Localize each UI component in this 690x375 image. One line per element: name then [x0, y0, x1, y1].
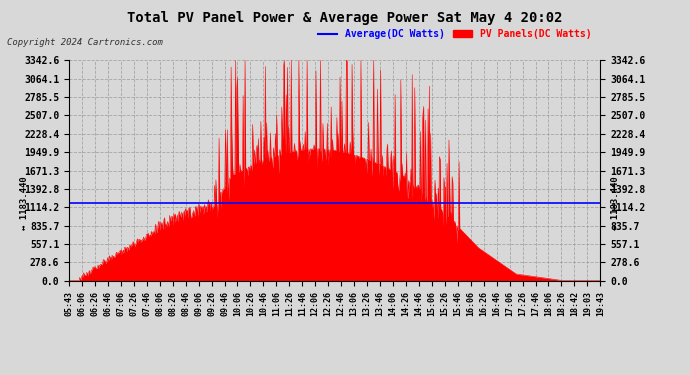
Text: Total PV Panel Power & Average Power Sat May 4 20:02: Total PV Panel Power & Average Power Sat… [127, 11, 563, 25]
Text: Copyright 2024 Cartronics.com: Copyright 2024 Cartronics.com [7, 38, 163, 47]
Text: ↔ 1183.440: ↔ 1183.440 [20, 176, 29, 230]
Legend: Average(DC Watts), PV Panels(DC Watts): Average(DC Watts), PV Panels(DC Watts) [314, 25, 595, 43]
Text: ↔ 1183.440: ↔ 1183.440 [611, 176, 620, 230]
